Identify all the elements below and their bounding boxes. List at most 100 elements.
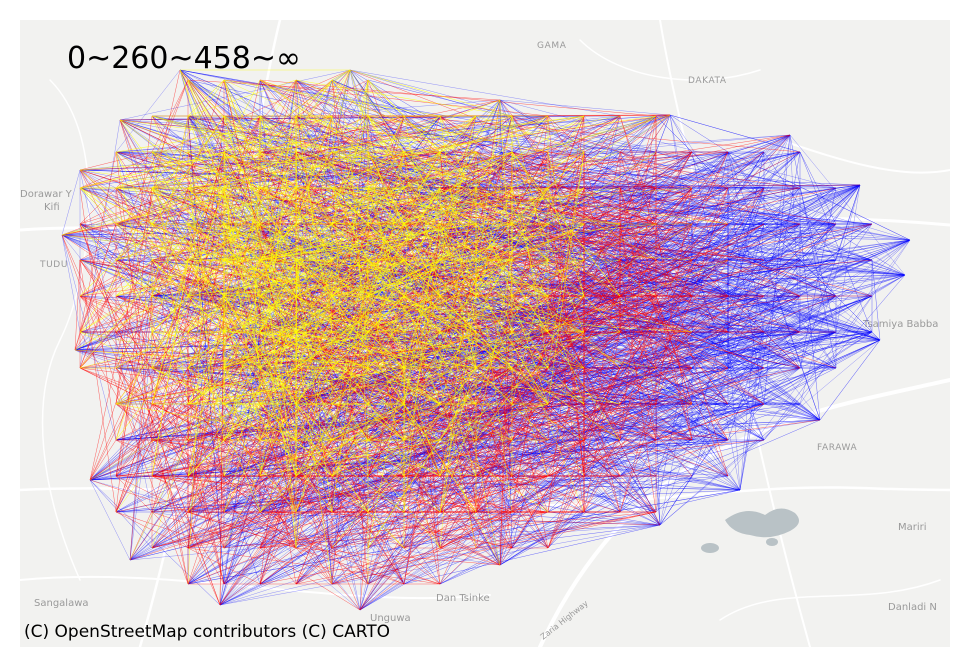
od-line <box>511 239 911 369</box>
od-line <box>475 239 911 405</box>
od-line <box>819 339 881 421</box>
place-label: GAMA <box>537 41 567 51</box>
od-line <box>439 547 501 566</box>
od-line <box>220 79 297 194</box>
od-line <box>619 114 671 153</box>
od-line <box>499 99 549 225</box>
od-line <box>292 187 441 302</box>
od-line <box>297 223 405 315</box>
od-line <box>424 142 621 297</box>
od-line <box>259 271 298 333</box>
place-label: Dorawar Y <box>20 189 73 200</box>
od-line <box>115 237 345 369</box>
od-line <box>223 79 399 266</box>
od-line <box>378 259 513 343</box>
od-line <box>727 239 911 477</box>
od-line <box>259 181 351 405</box>
od-line <box>349 196 369 333</box>
od-line <box>298 115 441 222</box>
od-line <box>187 259 369 405</box>
place-label: Mariri <box>898 522 927 533</box>
od-line <box>74 115 225 351</box>
od-line <box>129 439 513 561</box>
od-line <box>491 160 657 261</box>
od-line <box>367 236 470 333</box>
od-line <box>403 194 461 441</box>
od-line <box>187 79 297 117</box>
od-line <box>547 115 801 369</box>
od-line <box>259 547 361 611</box>
od-line <box>420 223 657 249</box>
od-line <box>669 114 801 153</box>
od-line <box>367 115 435 208</box>
od-line <box>219 294 405 441</box>
od-line <box>340 142 441 405</box>
od-line <box>295 115 439 311</box>
od-line <box>330 275 333 369</box>
place-label: Dan Tsinke <box>436 593 490 604</box>
od-line <box>401 115 657 194</box>
od-line <box>659 367 693 526</box>
od-line <box>354 151 513 287</box>
od-line <box>406 342 477 477</box>
od-line <box>179 69 369 153</box>
od-line <box>331 347 465 369</box>
od-line <box>249 301 369 477</box>
place-label: DAKATA <box>688 76 727 86</box>
od-line <box>367 115 549 153</box>
od-line <box>89 439 117 481</box>
od-line <box>278 330 297 549</box>
od-line <box>243 151 369 327</box>
od-line <box>151 161 337 297</box>
od-line <box>250 115 513 169</box>
od-line <box>79 259 153 369</box>
od-line <box>440 216 477 369</box>
od-line <box>151 475 405 549</box>
od-line <box>727 151 911 241</box>
od-line <box>331 295 549 343</box>
od-line <box>366 269 405 477</box>
od-line <box>359 331 837 611</box>
od-line <box>223 367 333 405</box>
od-line <box>79 331 297 441</box>
od-line <box>377 319 585 441</box>
od-line <box>223 79 295 269</box>
od-line <box>225 79 333 254</box>
od-line <box>727 184 861 369</box>
od-line <box>259 151 312 172</box>
od-line <box>439 187 448 318</box>
od-line <box>295 275 433 477</box>
od-line <box>223 331 409 342</box>
od-line <box>74 349 333 369</box>
od-line <box>331 273 495 441</box>
od-line <box>455 151 621 207</box>
od-line <box>295 115 412 277</box>
od-line <box>187 187 242 253</box>
od-line <box>129 295 261 561</box>
od-line <box>691 134 791 369</box>
od-line <box>252 115 333 319</box>
od-line <box>187 475 225 585</box>
od-line <box>187 282 413 297</box>
od-line <box>439 187 693 207</box>
od-line <box>89 79 225 481</box>
od-line <box>115 237 295 297</box>
od-line <box>481 115 513 288</box>
od-line <box>295 115 881 341</box>
od-line <box>227 115 333 245</box>
od-line <box>79 331 225 585</box>
od-line <box>324 245 513 405</box>
od-line <box>223 79 250 151</box>
place-label: Unguwa <box>370 613 411 624</box>
od-line <box>115 159 320 189</box>
od-line <box>359 274 906 611</box>
od-line <box>655 134 791 225</box>
od-line <box>331 178 479 297</box>
od-line <box>494 151 585 246</box>
od-line <box>332 115 585 148</box>
od-line <box>151 151 322 207</box>
od-line <box>835 184 861 261</box>
od-line <box>619 151 693 189</box>
od-line <box>331 79 458 152</box>
od-line <box>499 367 801 566</box>
